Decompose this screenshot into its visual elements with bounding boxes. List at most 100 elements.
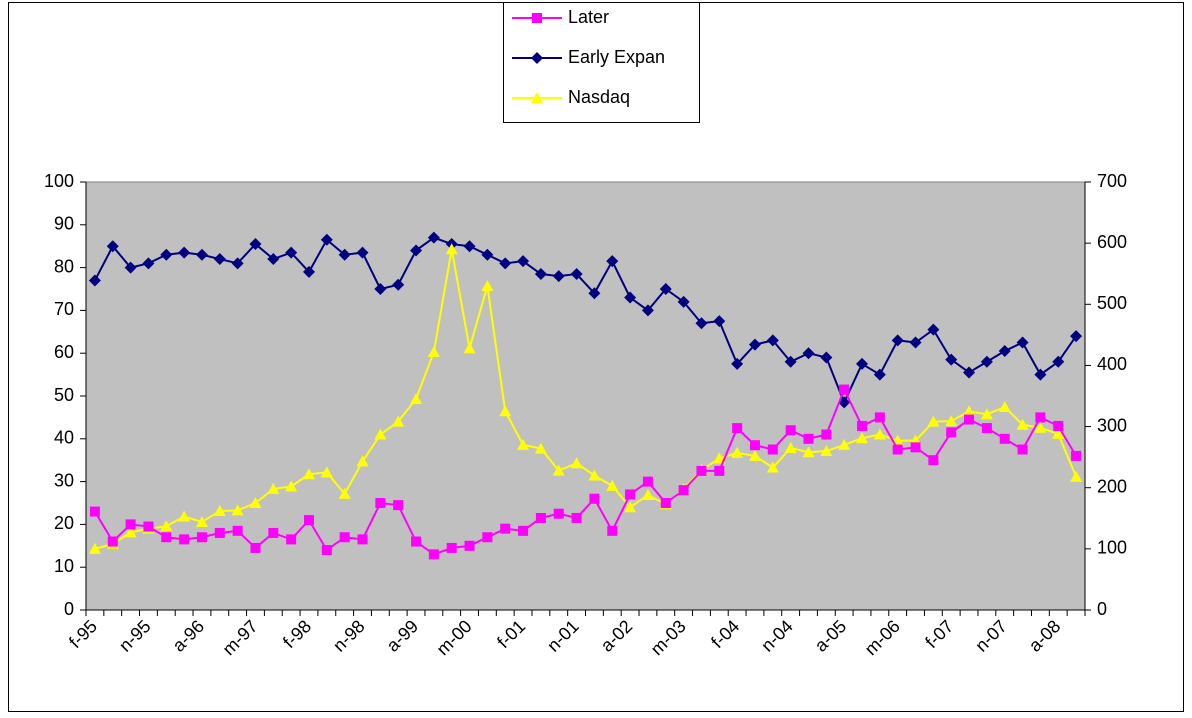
y-tick-label: 40 <box>54 428 74 448</box>
data-point <box>267 482 280 494</box>
data-point <box>161 532 172 543</box>
data-point <box>107 536 118 547</box>
data-point <box>678 485 689 496</box>
data-point <box>928 455 939 466</box>
data-point <box>249 497 262 508</box>
data-point <box>231 257 244 270</box>
data-point <box>517 255 530 268</box>
data-point <box>892 444 903 455</box>
data-point <box>856 432 869 444</box>
data-point <box>981 423 992 434</box>
data-point <box>463 240 476 253</box>
data-point <box>160 520 173 532</box>
data-point <box>625 489 636 500</box>
data-point <box>231 504 244 516</box>
data-point <box>1034 368 1047 381</box>
data-point <box>482 532 493 543</box>
data-point <box>1052 355 1065 368</box>
data-point <box>588 469 601 481</box>
plot-area <box>85 181 1086 611</box>
data-point <box>178 246 191 259</box>
data-point <box>1034 421 1047 433</box>
y2-tick-label: 700 <box>1097 171 1127 191</box>
data-point <box>857 420 868 431</box>
data-point <box>1053 420 1064 431</box>
data-point <box>570 268 583 281</box>
y2-tick-label: 0 <box>1097 599 1107 619</box>
data-point <box>1052 427 1065 439</box>
data-point <box>980 355 993 368</box>
data-point <box>1016 418 1029 430</box>
data-point <box>338 487 351 499</box>
data-point <box>195 515 208 527</box>
data-point <box>179 534 190 545</box>
data-point <box>659 283 672 295</box>
data-point <box>766 461 779 473</box>
y2-tick-label: 100 <box>1097 538 1127 558</box>
data-point <box>767 444 778 455</box>
data-point <box>1070 470 1083 482</box>
data-point <box>195 248 208 261</box>
data-point <box>748 338 761 351</box>
legend-marker <box>531 52 543 64</box>
data-point <box>749 440 760 451</box>
y-tick-label: 70 <box>54 299 74 319</box>
data-point <box>232 525 243 536</box>
data-point <box>196 532 207 543</box>
data-point <box>1035 412 1046 423</box>
data-point <box>732 423 743 434</box>
data-point <box>607 525 618 536</box>
data-point <box>785 425 796 436</box>
data-point <box>838 438 851 450</box>
y-tick-label: 100 <box>44 171 74 191</box>
y2-tick-label: 500 <box>1097 293 1127 313</box>
data-point <box>392 278 405 291</box>
data-point <box>856 357 869 370</box>
data-point <box>927 415 940 427</box>
data-point <box>124 526 137 538</box>
data-point <box>392 415 405 427</box>
data-point <box>945 353 958 366</box>
data-point <box>731 446 744 458</box>
data-point <box>286 534 297 545</box>
data-point <box>499 257 512 270</box>
data-point <box>570 457 583 469</box>
data-point <box>357 534 368 545</box>
data-point <box>445 243 458 255</box>
data-point <box>588 287 601 300</box>
data-point <box>339 532 350 543</box>
y-tick-label: 90 <box>54 214 74 234</box>
data-point <box>125 519 136 530</box>
data-point <box>802 347 815 360</box>
data-point <box>909 336 922 349</box>
data-point <box>714 465 725 476</box>
data-point <box>214 527 225 538</box>
data-point <box>945 415 958 427</box>
data-point <box>302 468 315 480</box>
y-tick-label: 80 <box>54 256 74 276</box>
data-point <box>980 408 993 420</box>
data-point <box>302 265 315 278</box>
data-point <box>963 366 976 379</box>
data-point <box>320 233 333 246</box>
y-tick-label: 60 <box>54 342 74 362</box>
data-point <box>910 442 921 453</box>
data-point <box>964 414 975 425</box>
y2-tick-label: 400 <box>1097 354 1127 374</box>
data-point <box>124 261 137 274</box>
data-point <box>285 246 298 259</box>
data-point <box>589 493 600 504</box>
y-tick-label: 50 <box>54 385 74 405</box>
data-point <box>249 238 262 251</box>
data-point <box>821 429 832 440</box>
data-point <box>88 542 101 554</box>
data-point <box>766 334 779 347</box>
data-point <box>642 476 653 487</box>
data-point <box>963 405 976 417</box>
data-point <box>410 393 423 405</box>
data-point <box>285 480 298 492</box>
data-point <box>553 508 564 519</box>
y-tick-label: 0 <box>64 599 74 619</box>
data-point <box>267 253 280 266</box>
